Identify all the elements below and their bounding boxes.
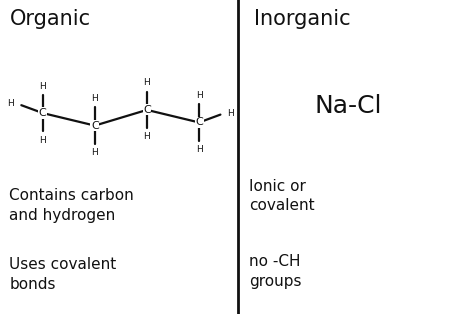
- Text: H: H: [8, 99, 14, 108]
- Text: H: H: [91, 148, 98, 157]
- Text: H: H: [39, 82, 46, 90]
- Text: H: H: [196, 145, 202, 154]
- Text: Uses covalent
bonds: Uses covalent bonds: [9, 257, 117, 292]
- Text: C: C: [39, 108, 46, 118]
- Text: C: C: [91, 121, 99, 131]
- Text: C: C: [143, 105, 151, 115]
- Text: H: H: [91, 94, 98, 103]
- Text: Inorganic: Inorganic: [254, 9, 350, 30]
- Text: H: H: [196, 91, 202, 100]
- Text: H: H: [144, 133, 150, 141]
- Text: H: H: [228, 109, 234, 117]
- Text: C: C: [195, 117, 203, 127]
- Text: H: H: [144, 78, 150, 87]
- Text: H: H: [39, 136, 46, 144]
- Text: Na-Cl: Na-Cl: [315, 94, 382, 118]
- Text: Contains carbon
and hydrogen: Contains carbon and hydrogen: [9, 188, 134, 223]
- Text: Ionic or
covalent: Ionic or covalent: [249, 179, 314, 213]
- Text: Organic: Organic: [9, 9, 91, 30]
- Text: no -CH
groups: no -CH groups: [249, 254, 301, 289]
